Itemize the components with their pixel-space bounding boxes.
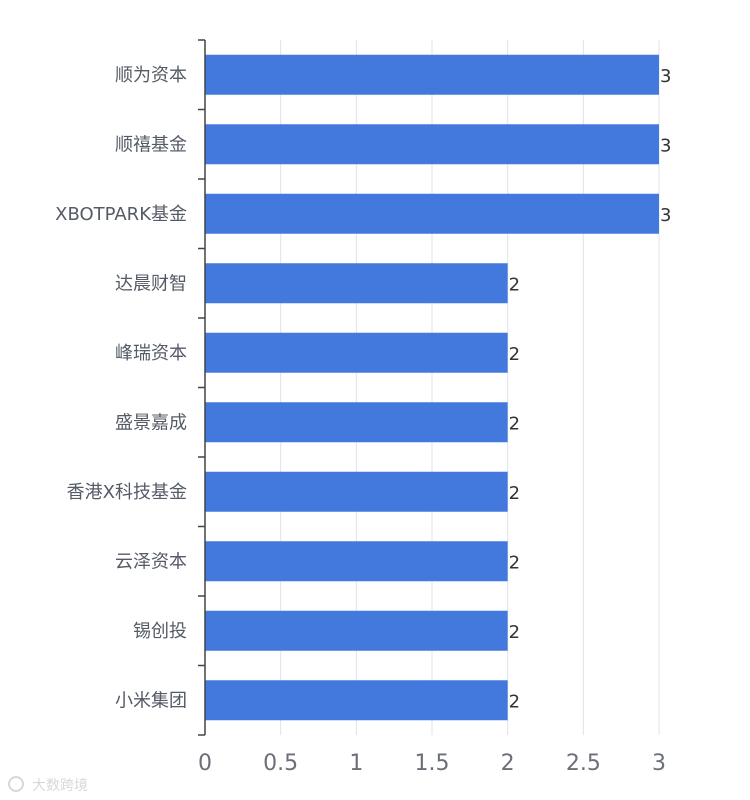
watermark-logo-icon xyxy=(8,776,24,792)
bar xyxy=(205,402,508,443)
bar xyxy=(205,263,508,304)
data-label: 2 xyxy=(509,622,520,643)
bar xyxy=(205,124,659,165)
data-label: 2 xyxy=(509,413,520,434)
category-label: 香港X科技基金 xyxy=(67,482,187,503)
category-label: 锡创投 xyxy=(133,621,187,642)
x-tick-label: 2.5 xyxy=(566,751,601,776)
x-tick-label: 1.5 xyxy=(415,751,450,776)
x-tick-labels: 0 0.5 1 1.5 2 2.5 3 xyxy=(198,751,666,776)
category-label: XBOTPARK基金 xyxy=(55,204,187,225)
category-label: 顺为资本 xyxy=(115,65,187,86)
bars xyxy=(205,54,659,721)
x-tick-label: 0 xyxy=(198,751,212,776)
bar xyxy=(205,193,659,234)
category-label: 盛景嘉成 xyxy=(115,412,187,433)
bar xyxy=(205,471,508,512)
category-label: 云泽资本 xyxy=(115,551,187,572)
category-label: 峰瑞资本 xyxy=(115,343,187,364)
bar xyxy=(205,610,508,651)
y-tick-marks xyxy=(198,39,205,736)
bar xyxy=(205,332,508,373)
data-label: 2 xyxy=(509,691,520,712)
category-label: 达晨财智 xyxy=(115,273,187,294)
data-label: 3 xyxy=(660,135,671,156)
data-labels: 3 3 3 2 2 2 2 2 2 2 xyxy=(509,66,672,713)
data-label: 2 xyxy=(509,344,520,365)
category-label: 顺禧基金 xyxy=(115,134,187,155)
data-label: 2 xyxy=(509,552,520,573)
watermark-text: 大数跨境 xyxy=(32,778,88,794)
watermark: 大数跨境 xyxy=(8,776,88,794)
data-label: 3 xyxy=(660,205,671,226)
x-tick-label: 2 xyxy=(501,751,515,776)
data-label: 2 xyxy=(509,274,520,295)
bar xyxy=(205,541,508,582)
bar xyxy=(205,680,508,721)
x-tick-label: 3 xyxy=(652,751,666,776)
category-label: 小米集团 xyxy=(115,690,187,711)
data-label: 2 xyxy=(509,483,520,504)
bar xyxy=(205,54,659,95)
x-tick-label: 0.5 xyxy=(263,751,298,776)
data-label: 3 xyxy=(660,66,671,87)
x-tick-label: 1 xyxy=(349,751,363,776)
